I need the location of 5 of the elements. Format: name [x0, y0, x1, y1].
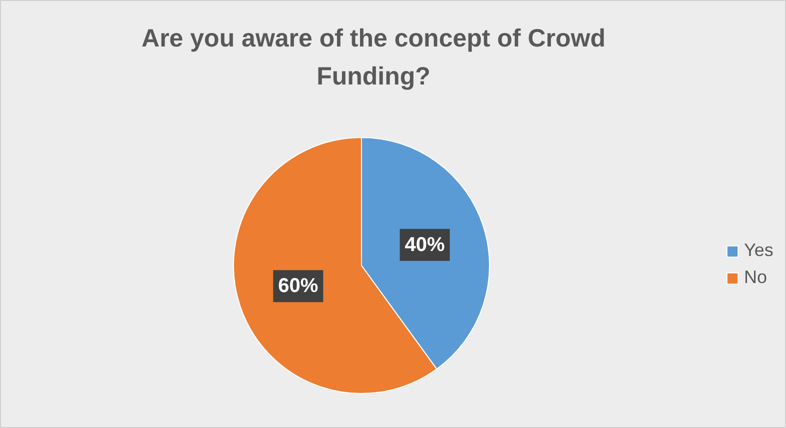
legend-label: Yes: [744, 240, 774, 261]
chart-title: Are you aware of the concept of Crowd Funding?: [142, 24, 606, 90]
data-label: 60%: [278, 275, 318, 298]
legend-label: No: [744, 267, 768, 288]
data-label: 40%: [404, 234, 446, 256]
